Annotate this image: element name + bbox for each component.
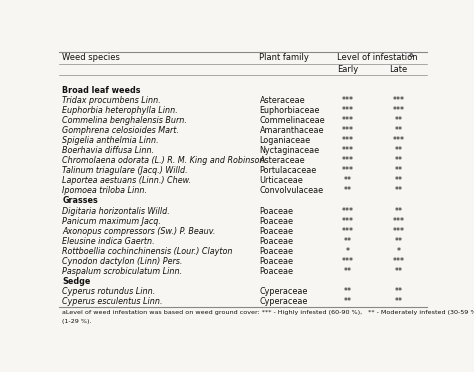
Text: aLevel of weed infestation was based on weed ground cover: *** - Highly infested: aLevel of weed infestation was based on … [62, 310, 474, 315]
Text: Tridax procumbens Linn.: Tridax procumbens Linn. [62, 96, 161, 105]
Text: **: ** [344, 297, 352, 306]
Text: ***: *** [392, 257, 404, 266]
Text: ***: *** [342, 96, 354, 105]
Text: Spigelia anthelmia Linn.: Spigelia anthelmia Linn. [62, 136, 159, 145]
Text: Cyperaceae: Cyperaceae [259, 287, 308, 296]
Text: Chromolaena odorata (L.) R. M. King and Robinson: Chromolaena odorata (L.) R. M. King and … [62, 156, 264, 165]
Text: Late: Late [389, 65, 408, 74]
Text: ***: *** [342, 116, 354, 125]
Text: Broad leaf weeds: Broad leaf weeds [62, 86, 141, 94]
Text: **: ** [394, 166, 402, 175]
Text: *: * [346, 247, 350, 256]
Text: *: * [396, 247, 401, 256]
Text: Portulacaceae: Portulacaceae [259, 166, 317, 175]
Text: Poaceae: Poaceae [259, 267, 293, 276]
Text: Cyperus rotundus Linn.: Cyperus rotundus Linn. [62, 287, 155, 296]
Text: **: ** [394, 116, 402, 125]
Text: Axonopus compressors (Sw.) P. Beauv.: Axonopus compressors (Sw.) P. Beauv. [62, 227, 216, 236]
Text: Ipomoea triloba Linn.: Ipomoea triloba Linn. [62, 186, 147, 195]
Text: Loganiaceae: Loganiaceae [259, 136, 310, 145]
Text: **: ** [394, 297, 402, 306]
Text: Gomphrena celosioides Mart.: Gomphrena celosioides Mart. [62, 126, 179, 135]
Text: Nyctaginaceae: Nyctaginaceae [259, 146, 319, 155]
Text: **: ** [394, 126, 402, 135]
Text: ***: *** [342, 156, 354, 165]
Text: (1-29 %).: (1-29 %). [62, 319, 91, 324]
Text: Poaceae: Poaceae [259, 217, 293, 225]
Text: Weed species: Weed species [62, 54, 120, 62]
Text: **: ** [394, 176, 402, 185]
Text: Commelinaceae: Commelinaceae [259, 116, 325, 125]
Text: **: ** [394, 237, 402, 246]
Text: Cyperaceae: Cyperaceae [259, 297, 308, 306]
Text: Commelina benghalensis Burn.: Commelina benghalensis Burn. [62, 116, 187, 125]
Text: **: ** [344, 237, 352, 246]
Text: **: ** [394, 287, 402, 296]
Text: **: ** [344, 267, 352, 276]
Text: Asteraceae: Asteraceae [259, 156, 305, 165]
Text: Poaceae: Poaceae [259, 227, 293, 236]
Text: Poaceae: Poaceae [259, 206, 293, 215]
Text: **: ** [344, 176, 352, 185]
Text: Cyperus esculentus Linn.: Cyperus esculentus Linn. [62, 297, 163, 306]
Text: ***: *** [392, 227, 404, 236]
Text: ***: *** [342, 217, 354, 225]
Text: **: ** [344, 287, 352, 296]
Text: Eleusine indica Gaertn.: Eleusine indica Gaertn. [62, 237, 155, 246]
Text: Paspalum scrobiculatum Linn.: Paspalum scrobiculatum Linn. [62, 267, 182, 276]
Text: ***: *** [392, 96, 404, 105]
Text: Poaceae: Poaceae [259, 237, 293, 246]
Text: Urticaceae: Urticaceae [259, 176, 303, 185]
Text: **: ** [394, 267, 402, 276]
Text: Euphorbia heterophylla Linn.: Euphorbia heterophylla Linn. [62, 106, 178, 115]
Text: Early: Early [337, 65, 358, 74]
Text: Poaceae: Poaceae [259, 257, 293, 266]
Text: Cynodon dactylon (Linn) Pers.: Cynodon dactylon (Linn) Pers. [62, 257, 182, 266]
Text: ***: *** [392, 217, 404, 225]
Text: **: ** [394, 186, 402, 195]
Text: Plant family: Plant family [259, 54, 310, 62]
Text: ***: *** [342, 166, 354, 175]
Text: ***: *** [342, 206, 354, 215]
Text: Euphorbiaceae: Euphorbiaceae [259, 106, 320, 115]
Text: ***: *** [342, 257, 354, 266]
Text: Digitaria horizontalis Willd.: Digitaria horizontalis Willd. [62, 206, 170, 215]
Text: **: ** [394, 146, 402, 155]
Text: a: a [408, 52, 412, 58]
Text: ***: *** [392, 106, 404, 115]
Text: **: ** [394, 206, 402, 215]
Text: ***: *** [342, 227, 354, 236]
Text: Talinum triagulare (Jacq.) Willd.: Talinum triagulare (Jacq.) Willd. [62, 166, 188, 175]
Text: Panicum maximum Jacq.: Panicum maximum Jacq. [62, 217, 161, 225]
Text: Poaceae: Poaceae [259, 247, 293, 256]
Text: Convolvulaceae: Convolvulaceae [259, 186, 324, 195]
Text: Rottboellia cochinchinensis (Lour.) Clayton: Rottboellia cochinchinensis (Lour.) Clay… [62, 247, 233, 256]
Text: ***: *** [342, 126, 354, 135]
Text: Level of infestation: Level of infestation [337, 54, 417, 62]
Text: ***: *** [342, 146, 354, 155]
Text: Boerhavia diffusa Linn.: Boerhavia diffusa Linn. [62, 146, 155, 155]
Text: **: ** [344, 186, 352, 195]
Text: ***: *** [342, 136, 354, 145]
Text: ***: *** [342, 106, 354, 115]
Text: Asteraceae: Asteraceae [259, 96, 305, 105]
Text: ***: *** [392, 136, 404, 145]
Text: Amaranthaceae: Amaranthaceae [259, 126, 324, 135]
Text: Grasses: Grasses [62, 196, 98, 205]
Text: Sedge: Sedge [62, 277, 91, 286]
Text: Laportea aestuans (Linn.) Chew.: Laportea aestuans (Linn.) Chew. [62, 176, 191, 185]
Text: **: ** [394, 156, 402, 165]
